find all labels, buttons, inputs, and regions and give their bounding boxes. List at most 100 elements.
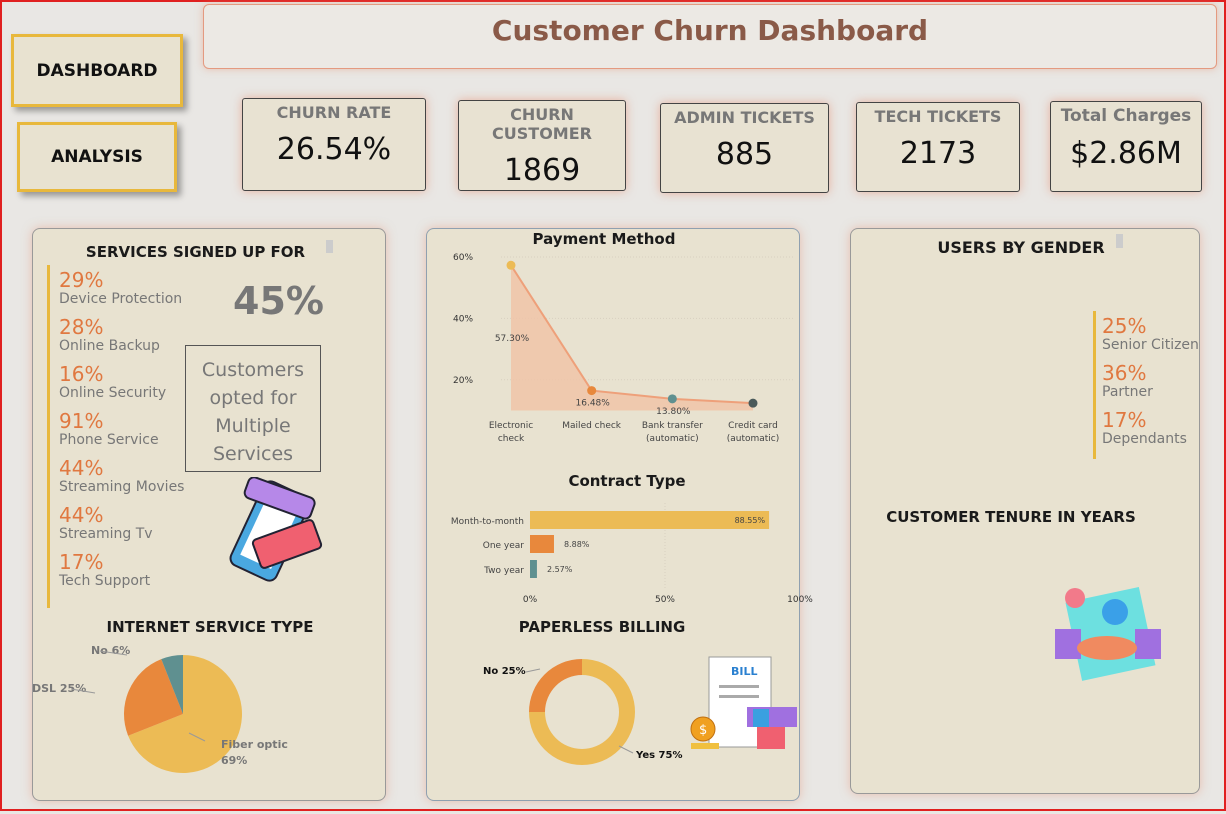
stat-name: Tech Support <box>59 573 151 589</box>
kpi-value: 2173 <box>899 136 977 171</box>
x-tick-label: (automatic) <box>727 434 780 444</box>
bill-text: BILL <box>731 665 758 678</box>
nav-dashboard-button[interactable]: DASHBOARD <box>11 34 183 107</box>
page-title: Customer Churn Dashboard <box>203 4 1217 69</box>
multiple-services-pct: 45% <box>233 279 324 323</box>
x-tick-label: 50% <box>655 595 675 605</box>
pie-label: 69% <box>221 754 247 767</box>
x-tick-label: Bank transfer <box>642 421 703 431</box>
area-fill <box>511 265 753 411</box>
x-tick-label: (automatic) <box>646 434 699 444</box>
stat-pct: 25% <box>1102 314 1147 338</box>
data-label: 13.80% <box>656 407 691 417</box>
data-label: 57.30% <box>495 334 530 344</box>
stat-name: Online Backup <box>59 338 160 354</box>
stat-pct: 29% <box>59 268 104 292</box>
contract-title: Contract Type <box>568 472 686 490</box>
y-tick-label: 40% <box>453 314 473 324</box>
stat-name: Streaming Movies <box>59 479 185 495</box>
stat-pct: 36% <box>1102 361 1147 385</box>
pie-slice-no <box>161 655 183 714</box>
pie-label: No 25% <box>483 666 526 677</box>
kpi-value: 885 <box>715 137 774 172</box>
kpi-admin-tickets: ADMIN TICKETS 885 <box>660 103 829 193</box>
paperless-title: PAPERLESS BILLING <box>518 618 686 636</box>
kpi-value: 26.54% <box>276 132 392 167</box>
kpi-label: Total Charges <box>1060 106 1192 126</box>
scroll-handle[interactable] <box>1116 234 1123 248</box>
x-tick-label: Credit card <box>728 421 778 431</box>
kpi-label: TECH TICKETS <box>874 107 1002 126</box>
multiple-services-label: Customers opted for Multiple Services <box>185 345 321 472</box>
kpi-tech-tickets: TECH TICKETS 2173 <box>856 102 1020 192</box>
data-label: 8.88% <box>564 540 590 549</box>
scroll-handle[interactable] <box>326 240 333 253</box>
stat-pct: 28% <box>59 315 104 339</box>
data-point <box>667 394 677 404</box>
series-line <box>510 264 754 405</box>
kpi-label: ADMIN TICKETS <box>674 108 815 127</box>
phone-card-illustration <box>229 477 323 582</box>
kpi-total-charges: Total Charges $2.86M <box>1050 101 1202 192</box>
pie-slice-no <box>529 659 582 712</box>
category-label: One year <box>483 541 525 551</box>
nav-analysis-button[interactable]: ANALYSIS <box>17 122 177 192</box>
category-label: Two year <box>483 566 524 576</box>
leader-line <box>188 732 206 742</box>
stat-name: Streaming Tv <box>59 526 153 542</box>
data-label: 2.57% <box>547 565 573 574</box>
y-tick-label: 60% <box>453 253 473 263</box>
pie-label: Fiber optic <box>221 738 288 751</box>
data-label: 16.48% <box>576 399 611 409</box>
stat-pct: 17% <box>59 550 104 574</box>
services-title: SERVICES SIGNED UP FOR <box>85 243 306 261</box>
stat-pct: 17% <box>1102 408 1147 432</box>
data-point <box>748 398 758 408</box>
gender-tenure-panel: USERS BY GENDER 25% Senior Citizen 36% Part… <box>850 228 1200 794</box>
leader-line <box>525 668 541 673</box>
gender-stats-list: 25% Senior Citizen 36% Partner 17% Dependants <box>1102 315 1199 456</box>
stat-name: Partner <box>1102 384 1153 400</box>
x-tick-label: Electronic <box>489 421 533 431</box>
handshake-illustration <box>1055 586 1161 681</box>
pie-slice-fiber-optic <box>128 655 242 773</box>
x-tick-label: 100% <box>787 595 813 605</box>
gender-title: USERS BY GENDER <box>937 238 1105 257</box>
kpi-label: CHURN RATE <box>276 103 392 122</box>
stat-pct: 16% <box>59 362 104 386</box>
category-label: Month-to-month <box>451 517 524 527</box>
services-list: 29% Device Protection 28% Online Backup 16% O… <box>59 269 184 598</box>
stat-pct: 91% <box>59 409 104 433</box>
stat-name: Senior Citizen <box>1102 337 1199 353</box>
kpi-churn-rate: CHURN RATE 26.54% <box>242 98 426 191</box>
payment-title: Payment Method <box>532 230 676 248</box>
services-panel: SERVICES SIGNED UP FOR 29% Device Protect… <box>32 228 386 801</box>
bill-illustration: BILL $ <box>690 656 797 749</box>
kpi-value: $2.86M <box>1070 136 1182 171</box>
bar <box>530 511 770 529</box>
payment-contract-panel: Payment Method 20% 40% 60% 57.30% Electronic… <box>32 228 1187 801</box>
pie-label: DSL 25% <box>32 682 86 695</box>
stat-name: Phone Service <box>59 432 159 448</box>
stat-pct: 44% <box>59 456 104 480</box>
kpi-churn-customer: CHURN CUSTOMER 1869 <box>458 100 626 191</box>
kpi-label: CHURN CUSTOMER <box>492 105 592 143</box>
pie-slice-dsl <box>123 659 183 736</box>
stat-name: Device Protection <box>59 291 183 307</box>
tenure-title: CUSTOMER TENURE IN YEARS <box>886 508 1136 526</box>
services-accent-bar <box>47 265 50 608</box>
stat-pct: 44% <box>59 503 104 527</box>
bar <box>530 535 554 553</box>
data-label: 88.55% <box>735 516 766 525</box>
x-tick-label: 0% <box>523 595 538 605</box>
bar <box>530 560 537 578</box>
stat-name: Dependants <box>1102 431 1187 447</box>
leader-line <box>70 688 96 694</box>
leader-line <box>99 650 128 656</box>
kpi-value: 1869 <box>503 153 581 188</box>
svg-text:$: $ <box>699 723 707 738</box>
stat-name: Online Security <box>59 385 167 401</box>
x-tick-label: check <box>498 434 525 444</box>
data-point <box>587 386 597 396</box>
pie-label: Yes 75% <box>635 750 682 761</box>
